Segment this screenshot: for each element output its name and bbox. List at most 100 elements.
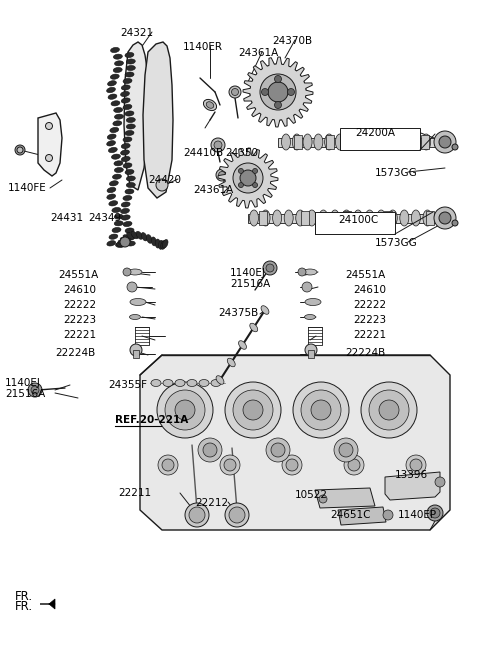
Ellipse shape <box>125 111 134 116</box>
Ellipse shape <box>346 134 355 150</box>
Ellipse shape <box>319 210 328 226</box>
Circle shape <box>214 141 222 149</box>
Circle shape <box>233 163 263 193</box>
Ellipse shape <box>216 376 224 384</box>
Ellipse shape <box>175 379 185 386</box>
Ellipse shape <box>114 168 123 172</box>
Ellipse shape <box>110 47 120 52</box>
Ellipse shape <box>126 124 135 129</box>
Circle shape <box>282 455 302 475</box>
Circle shape <box>344 455 364 475</box>
Ellipse shape <box>126 66 135 71</box>
Ellipse shape <box>120 92 130 96</box>
Ellipse shape <box>228 358 235 367</box>
Ellipse shape <box>379 134 387 150</box>
Polygon shape <box>385 472 440 500</box>
Circle shape <box>46 122 52 130</box>
Ellipse shape <box>141 233 147 241</box>
Ellipse shape <box>107 194 116 199</box>
Circle shape <box>189 507 205 523</box>
Ellipse shape <box>112 174 121 179</box>
Bar <box>340 128 420 150</box>
Circle shape <box>439 212 451 224</box>
Ellipse shape <box>281 134 290 150</box>
Circle shape <box>271 443 285 457</box>
Circle shape <box>239 183 243 187</box>
Ellipse shape <box>206 102 214 108</box>
Text: 24551A: 24551A <box>345 270 385 280</box>
Circle shape <box>17 147 23 153</box>
Ellipse shape <box>109 200 118 206</box>
Text: FR.: FR. <box>15 590 33 603</box>
Circle shape <box>334 438 358 462</box>
Circle shape <box>379 400 399 420</box>
Circle shape <box>156 179 168 191</box>
Ellipse shape <box>411 134 420 150</box>
Ellipse shape <box>336 134 345 150</box>
Ellipse shape <box>239 341 246 349</box>
Text: 24200A: 24200A <box>355 128 395 138</box>
Circle shape <box>250 64 306 120</box>
Circle shape <box>339 443 353 457</box>
Circle shape <box>162 459 174 471</box>
Ellipse shape <box>204 100 216 111</box>
Circle shape <box>31 386 39 394</box>
Circle shape <box>157 382 213 438</box>
Circle shape <box>383 510 393 520</box>
Text: 24321: 24321 <box>120 28 153 38</box>
Polygon shape <box>218 148 278 208</box>
Ellipse shape <box>126 176 135 181</box>
Ellipse shape <box>400 210 409 226</box>
Ellipse shape <box>314 134 323 150</box>
Circle shape <box>225 503 249 527</box>
Circle shape <box>305 344 317 356</box>
Circle shape <box>430 508 440 518</box>
Ellipse shape <box>112 208 121 213</box>
Ellipse shape <box>304 314 315 320</box>
Ellipse shape <box>354 210 362 226</box>
Ellipse shape <box>158 240 164 250</box>
Bar <box>389 135 397 149</box>
Circle shape <box>369 390 409 430</box>
Bar <box>133 350 139 358</box>
Ellipse shape <box>121 85 130 90</box>
Bar <box>343 211 350 225</box>
Ellipse shape <box>163 379 173 386</box>
Ellipse shape <box>113 54 122 59</box>
Ellipse shape <box>284 210 293 226</box>
Circle shape <box>229 507 245 523</box>
Text: 24361A: 24361A <box>193 185 233 195</box>
Ellipse shape <box>125 52 134 58</box>
Circle shape <box>293 382 349 438</box>
Ellipse shape <box>115 61 123 66</box>
Ellipse shape <box>123 163 132 168</box>
Ellipse shape <box>108 94 117 100</box>
Ellipse shape <box>107 240 116 246</box>
Circle shape <box>275 75 281 83</box>
Circle shape <box>229 86 241 98</box>
Circle shape <box>239 168 243 174</box>
Circle shape <box>127 282 137 292</box>
Ellipse shape <box>155 239 160 248</box>
Circle shape <box>252 183 258 187</box>
Circle shape <box>434 207 456 229</box>
Circle shape <box>311 400 331 420</box>
Ellipse shape <box>273 210 282 226</box>
Ellipse shape <box>126 117 135 122</box>
Circle shape <box>288 88 295 96</box>
Ellipse shape <box>130 314 141 320</box>
Ellipse shape <box>125 228 134 233</box>
Ellipse shape <box>123 137 132 142</box>
Circle shape <box>185 503 209 527</box>
Bar <box>308 350 314 358</box>
Circle shape <box>158 455 178 475</box>
Ellipse shape <box>126 234 135 240</box>
Ellipse shape <box>411 210 420 226</box>
Ellipse shape <box>107 87 115 92</box>
Ellipse shape <box>199 379 209 386</box>
Ellipse shape <box>324 134 334 150</box>
Text: 22221: 22221 <box>353 330 386 340</box>
Ellipse shape <box>261 306 269 314</box>
Ellipse shape <box>113 67 122 73</box>
Polygon shape <box>338 507 386 525</box>
